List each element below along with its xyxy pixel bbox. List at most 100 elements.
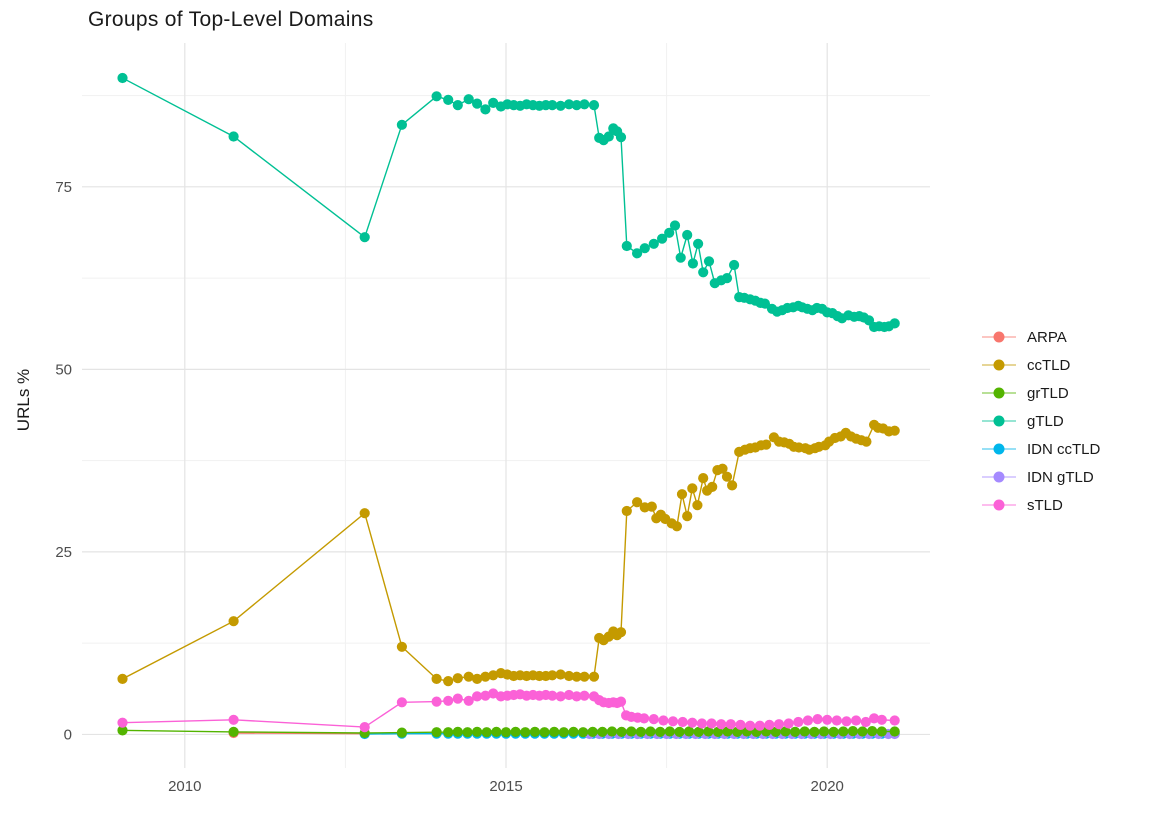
data-point [655, 726, 666, 738]
data-point [721, 273, 733, 284]
data-point [716, 719, 727, 730]
data-point [717, 463, 728, 474]
legend: ARPA ccTLD grTLD gTLD IDN ccTLD IDN gTLD sTLD [982, 323, 1100, 519]
data-point [443, 727, 454, 738]
data-point [488, 97, 499, 108]
chart-title: Groups of Top-Level Domains [88, 8, 374, 31]
data-point [571, 100, 582, 111]
data-point [396, 641, 407, 652]
data-point [621, 240, 632, 252]
data-point [793, 716, 804, 728]
data-point [117, 717, 128, 728]
data-point [396, 727, 407, 738]
data-point [687, 483, 698, 494]
legend-key-icon [982, 415, 1016, 427]
data-point [790, 726, 801, 738]
series-ccTLD [117, 419, 900, 687]
data-point [635, 726, 647, 738]
data-point [529, 726, 541, 738]
data-point [615, 696, 627, 707]
data-point [671, 521, 683, 532]
y-tick-label: 0 [64, 726, 72, 743]
data-point [587, 726, 598, 738]
data-point [698, 473, 709, 484]
data-point [563, 99, 575, 110]
data-point [682, 510, 693, 522]
data-point [889, 318, 900, 329]
legend-key-icon [982, 443, 1016, 455]
data-point [703, 256, 715, 267]
data-point [698, 267, 709, 278]
data-point [838, 726, 849, 737]
data-point [783, 718, 794, 729]
data-point [696, 718, 708, 729]
y-tick-label: 50 [55, 361, 72, 378]
data-point [677, 716, 688, 728]
data-point [684, 726, 695, 737]
data-point [658, 715, 669, 726]
data-point [657, 233, 668, 244]
legend-key-icon [982, 359, 1016, 371]
legend-key-icon [982, 471, 1016, 483]
legend-key-icon [982, 499, 1016, 511]
data-point [452, 100, 463, 111]
data-point [431, 673, 442, 685]
data-point [889, 715, 900, 726]
legend-label: IDN gTLD [1027, 468, 1094, 486]
data-point [606, 726, 618, 737]
x-tick-label: 2015 [489, 778, 522, 795]
data-point [693, 238, 704, 249]
data-point [615, 627, 627, 638]
data-point [228, 726, 239, 738]
data-point [648, 238, 659, 249]
data-point [117, 725, 128, 736]
legend-item-IDN-ccTLD: IDN ccTLD [982, 435, 1100, 463]
data-point [615, 132, 627, 143]
legend-key-icon [982, 387, 1016, 399]
data-point [571, 671, 582, 682]
data-point [547, 100, 558, 111]
data-point [770, 726, 781, 738]
data-point [359, 722, 370, 733]
data-point [488, 670, 499, 681]
data-point [876, 726, 887, 737]
data-point [626, 726, 637, 737]
data-point [645, 726, 656, 737]
legend-label: grTLD [1027, 384, 1069, 402]
data-point [841, 716, 852, 727]
data-point [822, 714, 833, 725]
data-point [831, 715, 842, 726]
legend-item-sTLD: sTLD [982, 491, 1100, 519]
y-tick-label: 75 [55, 179, 72, 196]
data-point [692, 500, 703, 511]
data-point [889, 726, 900, 737]
data-point [828, 726, 839, 738]
data-point [667, 716, 679, 727]
data-point [648, 714, 659, 725]
data-point [472, 98, 483, 109]
data-point [632, 248, 643, 259]
data-point [117, 673, 128, 685]
data-point [510, 726, 521, 738]
data-point [463, 671, 474, 682]
data-point [500, 727, 512, 738]
data-point [588, 671, 600, 682]
data-point [579, 690, 590, 701]
series-grTLD [117, 725, 900, 739]
data-point [693, 726, 704, 738]
data-point [539, 727, 550, 738]
data-point [669, 220, 681, 231]
x-tick-label: 2010 [168, 778, 201, 795]
data-point [809, 726, 820, 738]
legend-item-ccTLD: ccTLD [982, 351, 1100, 379]
data-point [759, 298, 771, 309]
data-point [745, 720, 756, 731]
gridlines-major [82, 43, 930, 768]
data-point [780, 726, 791, 737]
data-point [632, 497, 643, 508]
data-point [431, 91, 442, 102]
data-point [396, 697, 407, 708]
data-point [480, 690, 491, 701]
